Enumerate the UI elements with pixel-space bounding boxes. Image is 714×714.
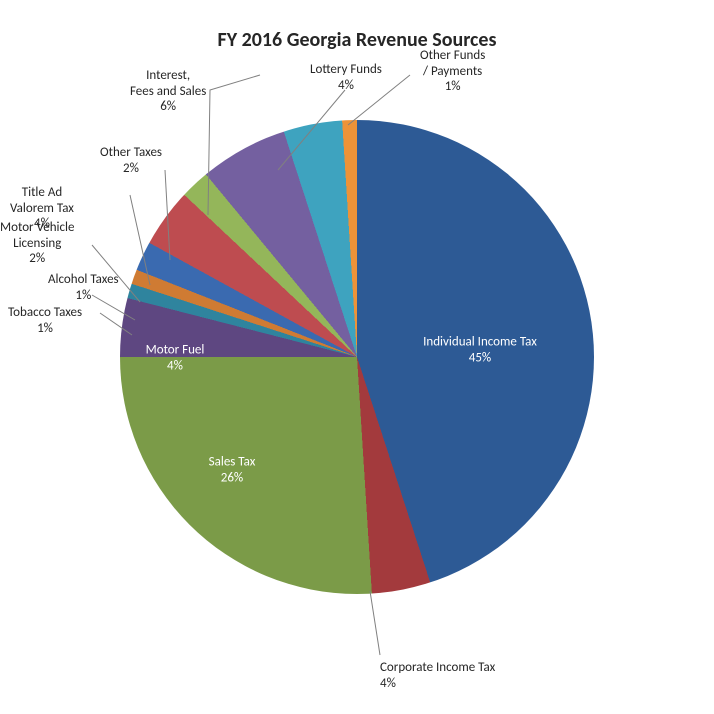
slice-label: Other Taxes2%: [100, 145, 162, 176]
leader-line: [100, 313, 132, 335]
leader-lines: [0, 0, 714, 714]
leader-line: [165, 170, 170, 260]
leader-line: [370, 591, 380, 655]
slice-label: Motor Fuel4%: [146, 342, 205, 373]
slice-label: Other Funds/ Payments1%: [420, 48, 485, 95]
slice-label: Tobacco Taxes1%: [8, 305, 82, 336]
slice-label: Individual Income Tax45%: [423, 334, 537, 365]
slice-label: Title AdValorem Tax4%: [10, 185, 74, 232]
leader-line: [130, 195, 150, 285]
slice-label: Sales Tax26%: [209, 454, 256, 485]
slice-label: Lottery Funds4%: [310, 62, 382, 93]
slice-label: Interest,Fees and Sales6%: [130, 68, 206, 115]
slice-label: Alcohol Taxes1%: [48, 272, 119, 303]
leader-line: [278, 90, 345, 170]
slice-label: Corporate Income Tax4%: [380, 660, 495, 691]
leader-line: [208, 75, 260, 215]
